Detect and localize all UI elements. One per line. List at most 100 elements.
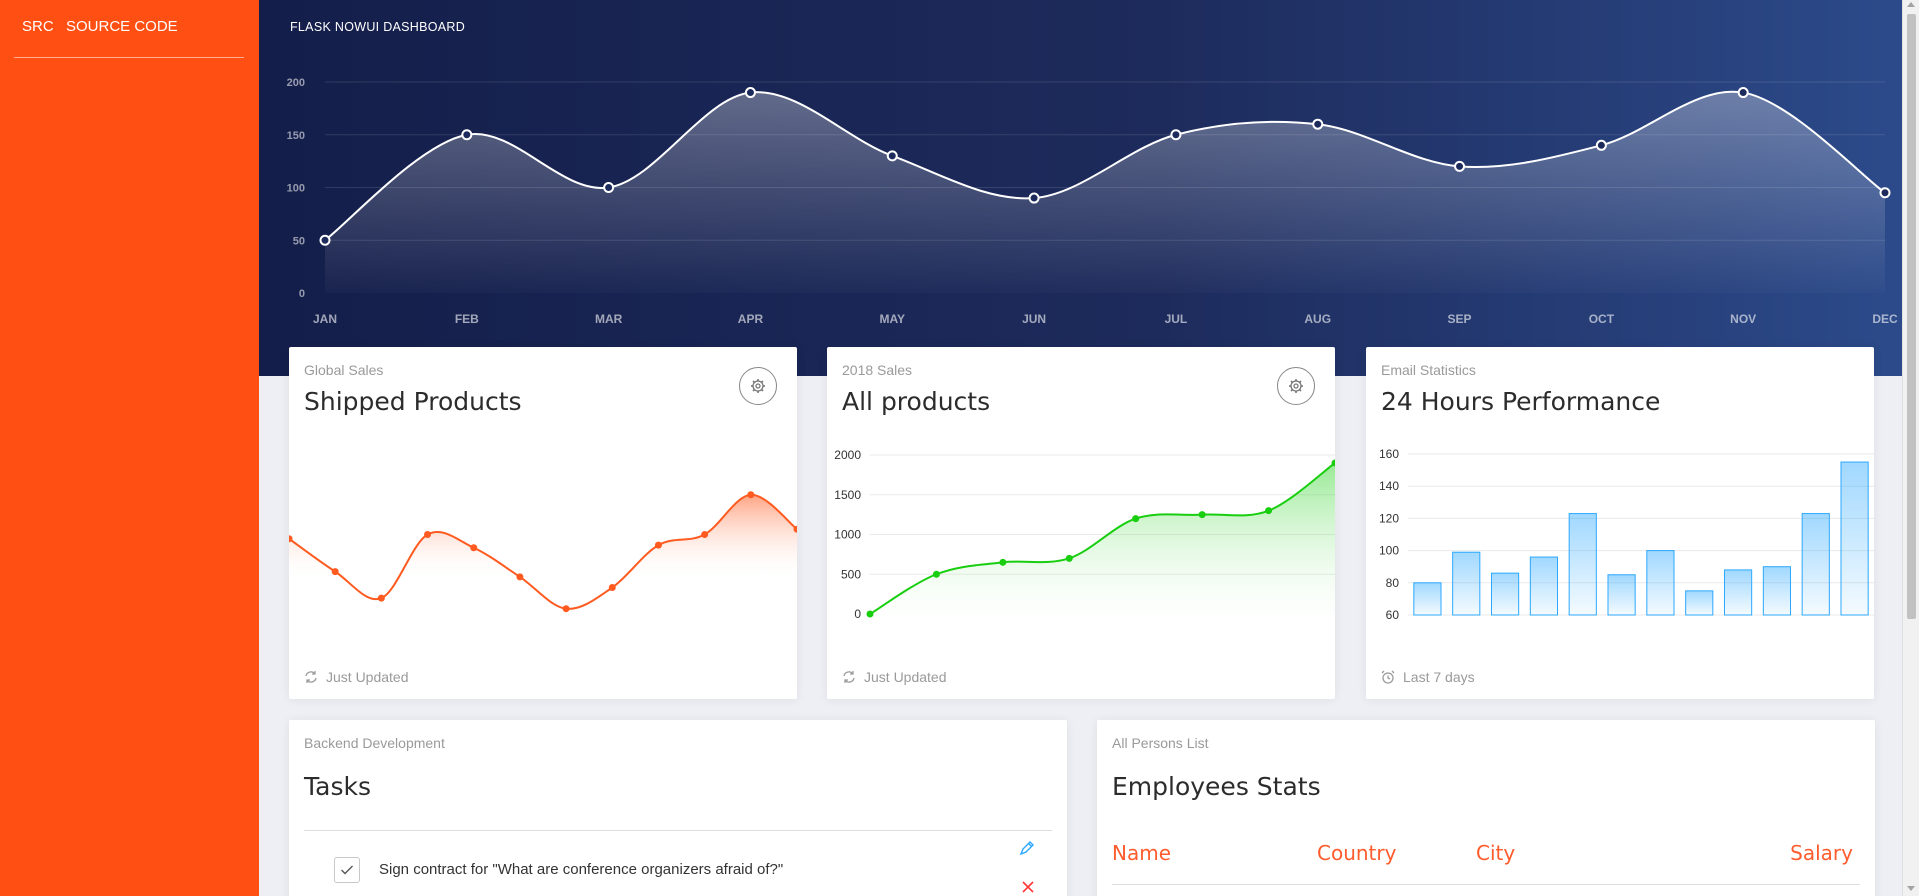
card-24-hours-performance: 60 80 100 120 140 160 Email Statistics 24 Hou…	[1366, 347, 1874, 699]
task-checkbox[interactable]	[334, 857, 360, 883]
gear-icon	[1289, 379, 1303, 393]
card-title: All products	[842, 387, 991, 416]
remove-task-button[interactable]	[1021, 879, 1035, 896]
data-point	[1595, 139, 1607, 151]
refresh-icon	[305, 671, 317, 683]
data-point	[470, 544, 478, 552]
bar	[1723, 569, 1753, 616]
bar	[1568, 513, 1597, 616]
x-tick-label: MAY	[879, 312, 905, 326]
y-tick-label: 160	[1379, 447, 1399, 461]
edit-icon	[1019, 841, 1034, 856]
check-icon	[341, 865, 353, 875]
bar	[1840, 461, 1869, 616]
series-line	[324, 90, 1886, 242]
bar	[1685, 590, 1714, 616]
data-point	[701, 531, 709, 538]
data-point	[747, 491, 755, 499]
column-header-name: Name	[1112, 841, 1172, 865]
y-tick-label: 80	[1386, 576, 1400, 590]
hero-panel: FLASK NOWUI DASHBOARD 0 50 100 150 200 JAN FEB…	[259, 0, 1902, 376]
scroll-down-arrow[interactable]	[1907, 886, 1915, 891]
bar	[1452, 551, 1481, 616]
alarm-icon	[1381, 670, 1395, 684]
y-tick-label: 1000	[834, 528, 861, 542]
edit-task-button[interactable]	[1019, 840, 1035, 860]
column-header-country: Country	[1317, 841, 1397, 865]
data-point	[866, 610, 874, 618]
performance-bar-chart: 60 80 100 120 140 160	[1379, 447, 1874, 622]
data-point	[744, 87, 756, 99]
card-category: All Persons List	[1112, 735, 1209, 751]
data-point	[1065, 554, 1073, 562]
big-line-chart: 0 50 100 150 200 JAN FEB MAR APR MAY JUN JUL AUG SEP O…	[287, 77, 1898, 326]
data-point	[1198, 511, 1206, 519]
bar	[1646, 550, 1675, 616]
task-text: Sign contract for "What are conference o…	[379, 861, 784, 878]
data-point	[932, 570, 940, 578]
data-point	[608, 584, 616, 591]
card-footer: Last 7 days	[1381, 669, 1475, 685]
card-title: Employees Stats	[1112, 772, 1321, 801]
data-point	[1737, 87, 1749, 99]
x-tick-label: NOV	[1730, 312, 1756, 326]
y-tick-label: 100	[1379, 544, 1399, 558]
area-fill	[325, 91, 1885, 293]
card-shipped-products: Global Sales Shipped Products Just Updat…	[289, 347, 797, 699]
bar	[1762, 566, 1792, 616]
x-tick-label: MAR	[595, 312, 623, 326]
sidebar-brand: SRC SOURCE CODE	[14, 0, 244, 58]
data-point	[331, 568, 339, 576]
data-point	[886, 150, 898, 162]
scroll-up-arrow[interactable]	[1907, 2, 1915, 7]
y-tick-label: 500	[841, 567, 861, 581]
settings-button[interactable]	[739, 367, 777, 405]
x-tick-label: SEP	[1448, 312, 1472, 326]
dashboard-title: FLASK NOWUI DASHBOARD	[290, 20, 466, 34]
tasks-divider	[304, 830, 1052, 831]
data-point	[319, 234, 331, 246]
card-category: 2018 Sales	[842, 362, 913, 378]
y-tick-label: 150	[287, 130, 305, 142]
x-tick-label: APR	[738, 312, 764, 326]
close-icon	[1022, 881, 1034, 893]
card-footer: Just Updated	[842, 669, 947, 685]
y-tick-label: 0	[299, 288, 305, 300]
data-point	[603, 182, 615, 193]
card-title: Shipped Products	[304, 387, 522, 416]
logo-mini-link[interactable]: SRC	[22, 18, 54, 35]
footer-text: Just Updated	[864, 669, 947, 685]
y-tick-label: 120	[1379, 511, 1399, 525]
x-tick-label: FEB	[455, 312, 479, 326]
x-tick-label: JAN	[313, 312, 337, 326]
data-point	[1879, 187, 1891, 199]
card-category: Backend Development	[304, 735, 445, 751]
x-tick-label: AUG	[1304, 312, 1331, 326]
settings-button[interactable]	[1277, 367, 1315, 405]
bar	[1607, 574, 1636, 616]
y-tick-label: 2000	[834, 448, 861, 462]
data-point	[1170, 129, 1182, 141]
all-products-chart: 0 500 1000 1500 2000	[834, 448, 1335, 637]
bar	[1529, 556, 1559, 616]
data-point	[1331, 459, 1335, 467]
shipped-products-chart	[289, 491, 797, 613]
footer-text: Last 7 days	[1403, 669, 1475, 685]
area-fill	[870, 462, 1335, 637]
sidebar: SRC SOURCE CODE	[0, 0, 259, 896]
card-title: 24 Hours Performance	[1381, 387, 1661, 416]
y-tick-label: 50	[293, 235, 305, 247]
card-title: Tasks	[304, 772, 371, 801]
data-point	[461, 129, 473, 141]
data-point	[1028, 192, 1040, 204]
scroll-thumb[interactable]	[1907, 14, 1916, 619]
column-header-city: City	[1476, 841, 1516, 865]
page-scrollbar[interactable]	[1902, 0, 1919, 896]
data-point	[424, 531, 432, 538]
logo-full-link[interactable]: SOURCE CODE	[66, 18, 178, 35]
x-tick-label: DEC	[1872, 312, 1898, 326]
data-point	[1132, 515, 1140, 523]
y-tick-label: 60	[1386, 608, 1400, 622]
data-point	[999, 558, 1007, 566]
y-tick-label: 100	[287, 183, 305, 195]
